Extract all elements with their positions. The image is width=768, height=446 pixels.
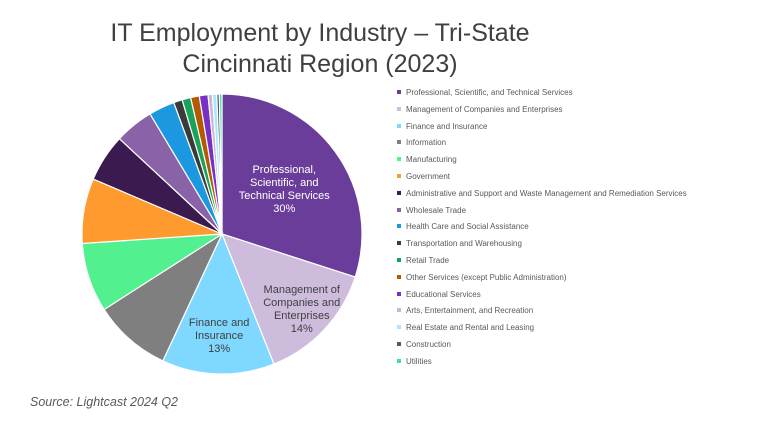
legend-swatch-2 <box>397 123 401 128</box>
legend-label-2: Finance and Insurance <box>406 121 488 131</box>
legend-swatch-10 <box>397 257 401 262</box>
legend-swatch-3 <box>397 140 401 145</box>
chart-title-line-1: IT Employment by Industry – Tri-State <box>110 19 530 47</box>
legend-item-5: Government <box>396 172 768 189</box>
slice-label-2-line-0: Finance and <box>189 317 250 329</box>
chart-legend: Professional, Scientific, and Technical … <box>396 88 768 374</box>
legend-swatch-12 <box>397 291 401 296</box>
legend-item-3: Information <box>396 138 768 155</box>
legend-swatch-5 <box>397 173 401 178</box>
slice-label-1-line-1: Companies and <box>263 297 340 309</box>
legend-label-16: Utilities <box>406 356 432 366</box>
legend-label-6: Administrative and Support and Waste Man… <box>406 188 687 198</box>
legend-label-8: Health Care and Social Assistance <box>406 222 529 232</box>
legend-swatch-14 <box>397 325 401 330</box>
slice-label-1-line-3: 14% <box>291 323 313 335</box>
legend-swatch-4 <box>397 157 401 162</box>
legend-item-9: Transportation and Warehousing <box>396 239 768 256</box>
chart-title: IT Employment by Industry – Tri-State Ci… <box>60 18 580 80</box>
legend-swatch-7 <box>397 207 401 212</box>
pie-slice-1 <box>220 233 356 365</box>
slice-label-0-line-2: Technical Services <box>239 190 331 202</box>
legend-label-0: Professional, Scientific, and Technical … <box>406 88 573 97</box>
slice-label-0-line-0: Professional, <box>252 164 316 176</box>
legend-item-15: Construction <box>396 340 768 357</box>
slice-label-0-line-1: Scientific, and <box>250 177 318 189</box>
chart-title-line-2: Cincinnati Region (2023) <box>182 50 458 78</box>
slice-label-0-line-3: 30% <box>273 203 295 215</box>
legend-label-4: Manufacturing <box>406 155 457 165</box>
legend-label-9: Transportation and Warehousing <box>406 239 522 249</box>
legend-item-6: Administrative and Support and Waste Man… <box>396 189 768 206</box>
legend-item-14: Real Estate and Rental and Leasing <box>396 323 768 340</box>
legend-item-7: Wholesale Trade <box>396 206 768 223</box>
legend-item-0: Professional, Scientific, and Technical … <box>396 88 768 105</box>
legend-label-15: Construction <box>406 339 451 349</box>
pie-slice-2 <box>162 232 275 375</box>
legend-label-7: Wholesale Trade <box>406 205 467 215</box>
slice-label-1-line-2: Enterprises <box>274 310 330 322</box>
slice-label-2-line-1: Insurance <box>195 330 243 342</box>
pie-slice-3 <box>103 232 224 362</box>
legend-swatch-16 <box>397 358 401 363</box>
slice-label-2-line-2: 13% <box>208 343 230 355</box>
legend-swatch-9 <box>397 241 401 246</box>
legend-label-1: Management of Companies and Enterprises <box>406 104 563 114</box>
legend-item-10: Retail Trade <box>396 256 768 273</box>
legend-item-2: Finance and Insurance <box>396 122 768 139</box>
slice-label-1-line-0: Management of <box>264 284 341 296</box>
legend-label-10: Retail Trade <box>406 255 450 265</box>
legend-swatch-13 <box>397 308 401 313</box>
legend-item-16: Utilities <box>396 357 768 374</box>
legend-label-14: Real Estate and Rental and Leasing <box>406 323 535 333</box>
legend-swatch-15 <box>397 341 401 346</box>
legend-label-13: Arts, Entertainment, and Recreation <box>406 306 534 316</box>
legend-item-12: Educational Services <box>396 290 768 307</box>
pie-slice-0 <box>221 93 363 278</box>
legend-label-11: Other Services (except Public Administra… <box>406 272 567 282</box>
legend-label-12: Educational Services <box>406 289 481 299</box>
legend-item-1: Management of Companies and Enterprises <box>396 105 768 122</box>
legend-swatch-11 <box>397 274 401 279</box>
legend-swatch-6 <box>397 190 401 195</box>
legend-item-8: Health Care and Social Assistance <box>396 222 768 239</box>
legend-swatch-8 <box>397 224 401 229</box>
legend-swatch-0 <box>397 90 401 94</box>
legend-swatch-1 <box>397 106 401 111</box>
legend-label-5: Government <box>406 171 451 181</box>
pie-slice-16 <box>218 93 223 235</box>
legend-item-4: Manufacturing <box>396 155 768 172</box>
legend-item-11: Other Services (except Public Administra… <box>396 273 768 290</box>
legend-item-13: Arts, Entertainment, and Recreation <box>396 306 768 323</box>
source-note: Source: Lightcast 2024 Q2 <box>30 395 179 409</box>
legend-label-3: Information <box>406 138 447 148</box>
